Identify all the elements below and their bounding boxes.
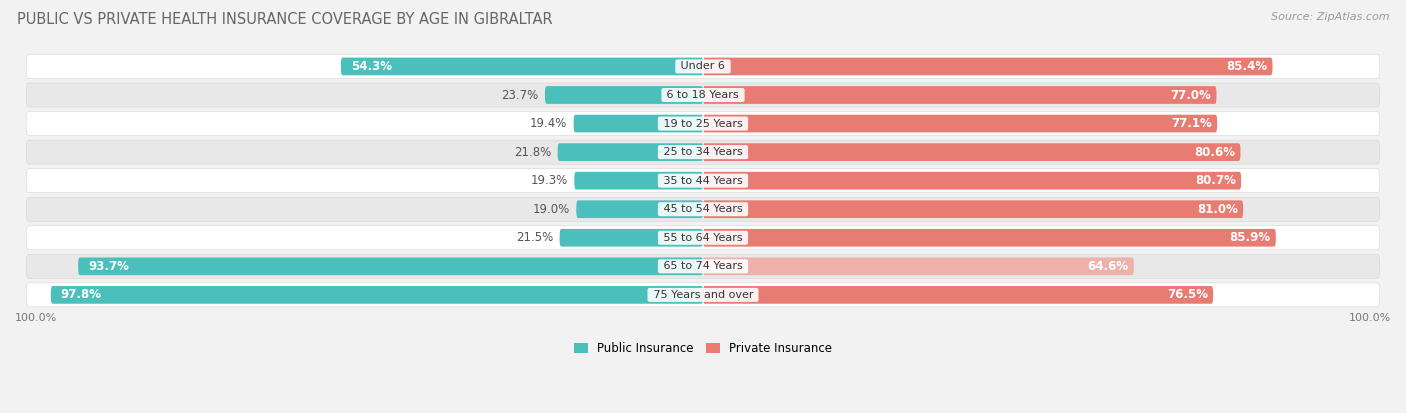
Text: 19.0%: 19.0%	[533, 203, 569, 216]
FancyBboxPatch shape	[558, 143, 703, 161]
FancyBboxPatch shape	[27, 169, 1379, 192]
Text: 75 Years and over: 75 Years and over	[650, 290, 756, 300]
Text: 77.0%: 77.0%	[1170, 88, 1211, 102]
FancyBboxPatch shape	[703, 86, 1216, 104]
FancyBboxPatch shape	[574, 115, 703, 133]
FancyBboxPatch shape	[546, 86, 703, 104]
FancyBboxPatch shape	[560, 229, 703, 247]
FancyBboxPatch shape	[703, 172, 1241, 190]
FancyBboxPatch shape	[79, 257, 703, 275]
Legend: Public Insurance, Private Insurance: Public Insurance, Private Insurance	[569, 337, 837, 360]
Text: 19 to 25 Years: 19 to 25 Years	[659, 119, 747, 128]
Text: 19.4%: 19.4%	[530, 117, 567, 130]
Text: 6 to 18 Years: 6 to 18 Years	[664, 90, 742, 100]
Text: 76.5%: 76.5%	[1167, 288, 1208, 301]
Text: 45 to 54 Years: 45 to 54 Years	[659, 204, 747, 214]
Text: 97.8%: 97.8%	[60, 288, 101, 301]
FancyBboxPatch shape	[703, 257, 1133, 275]
FancyBboxPatch shape	[574, 172, 703, 190]
Text: 93.7%: 93.7%	[89, 260, 129, 273]
FancyBboxPatch shape	[27, 83, 1379, 107]
Text: 55 to 64 Years: 55 to 64 Years	[659, 233, 747, 243]
FancyBboxPatch shape	[27, 254, 1379, 278]
FancyBboxPatch shape	[27, 283, 1379, 307]
FancyBboxPatch shape	[27, 226, 1379, 250]
Text: 65 to 74 Years: 65 to 74 Years	[659, 261, 747, 271]
FancyBboxPatch shape	[703, 143, 1240, 161]
FancyBboxPatch shape	[703, 57, 1272, 75]
Text: 85.9%: 85.9%	[1229, 231, 1271, 244]
Text: PUBLIC VS PRIVATE HEALTH INSURANCE COVERAGE BY AGE IN GIBRALTAR: PUBLIC VS PRIVATE HEALTH INSURANCE COVER…	[17, 12, 553, 27]
Text: 21.8%: 21.8%	[513, 146, 551, 159]
FancyBboxPatch shape	[27, 55, 1379, 78]
FancyBboxPatch shape	[27, 112, 1379, 135]
FancyBboxPatch shape	[703, 115, 1218, 133]
Text: 35 to 44 Years: 35 to 44 Years	[659, 176, 747, 186]
FancyBboxPatch shape	[703, 286, 1213, 304]
FancyBboxPatch shape	[51, 286, 703, 304]
Text: Under 6: Under 6	[678, 62, 728, 71]
Text: 81.0%: 81.0%	[1197, 203, 1237, 216]
Text: 19.3%: 19.3%	[530, 174, 568, 187]
Text: 23.7%: 23.7%	[501, 88, 538, 102]
FancyBboxPatch shape	[576, 200, 703, 218]
FancyBboxPatch shape	[703, 200, 1243, 218]
FancyBboxPatch shape	[27, 197, 1379, 221]
FancyBboxPatch shape	[340, 57, 703, 75]
FancyBboxPatch shape	[703, 229, 1275, 247]
Text: Source: ZipAtlas.com: Source: ZipAtlas.com	[1271, 12, 1389, 22]
Text: 80.6%: 80.6%	[1194, 146, 1234, 159]
Text: 85.4%: 85.4%	[1226, 60, 1267, 73]
Text: 54.3%: 54.3%	[352, 60, 392, 73]
Text: 64.6%: 64.6%	[1087, 260, 1129, 273]
Text: 21.5%: 21.5%	[516, 231, 553, 244]
Text: 80.7%: 80.7%	[1195, 174, 1236, 187]
Text: 25 to 34 Years: 25 to 34 Years	[659, 147, 747, 157]
Text: 77.1%: 77.1%	[1171, 117, 1212, 130]
FancyBboxPatch shape	[27, 140, 1379, 164]
